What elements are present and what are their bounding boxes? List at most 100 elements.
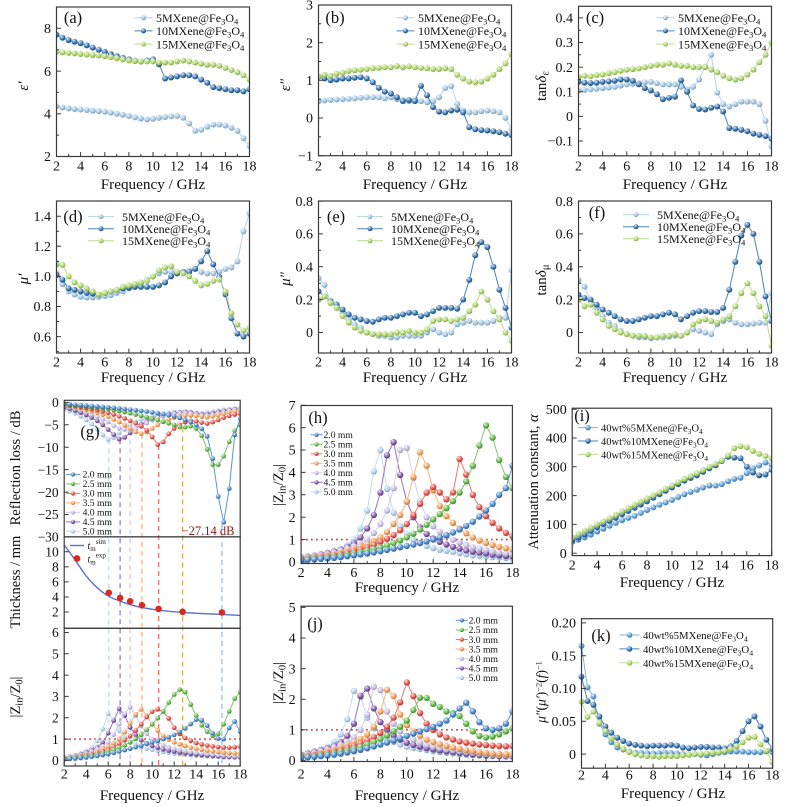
svg-text:2: 2 [298, 566, 305, 581]
svg-text:0.05: 0.05 [552, 715, 577, 730]
svg-text:0: 0 [52, 753, 59, 768]
svg-text:0: 0 [52, 395, 59, 410]
svg-text:(i): (i) [574, 406, 590, 425]
svg-text:|Zin​/Z0​|: |Zin​/Z0​| [8, 677, 26, 718]
svg-text:1: 1 [289, 533, 296, 548]
svg-text:8: 8 [125, 356, 132, 371]
svg-text:−20: −20 [38, 485, 59, 500]
svg-text:Frequency / GHz: Frequency / GHz [355, 579, 460, 596]
svg-text:16: 16 [480, 160, 494, 175]
svg-text:10MXene@Fe3​O4​: 10MXene@Fe3​O4​ [391, 222, 480, 238]
svg-text:4: 4 [77, 160, 84, 175]
svg-text:4.0 mm: 4.0 mm [469, 654, 499, 665]
svg-text:16: 16 [740, 559, 754, 574]
svg-text:12: 12 [426, 566, 440, 581]
svg-text:2: 2 [53, 160, 60, 175]
svg-text:12: 12 [167, 768, 181, 783]
svg-text:16: 16 [740, 356, 754, 371]
svg-text:2: 2 [578, 769, 585, 784]
svg-text:18: 18 [233, 768, 247, 783]
svg-text:14: 14 [456, 356, 470, 371]
svg-text:μ″(μ′)−2​(f)−1​: μ″(μ′)−2​(f)−1​ [534, 661, 549, 724]
svg-text:6: 6 [363, 356, 370, 371]
svg-text:3: 3 [289, 489, 296, 504]
svg-text:6: 6 [105, 768, 112, 783]
svg-text:40wt%5MXene@Fe3​O4​: 40wt%5MXene@Fe3​O4​ [601, 424, 703, 437]
svg-text:(h): (h) [308, 408, 327, 427]
svg-text:4: 4 [44, 108, 51, 123]
svg-text:Frequency / GHz: Frequency / GHz [355, 787, 460, 804]
svg-text:2: 2 [53, 356, 60, 371]
svg-text:0.6: 0.6 [556, 228, 574, 243]
svg-text:12: 12 [690, 559, 704, 574]
svg-text:8: 8 [377, 566, 384, 581]
svg-text:12: 12 [426, 768, 440, 783]
svg-text:6: 6 [623, 160, 630, 175]
svg-text:0.10: 0.10 [552, 682, 577, 697]
svg-text:2.5 mm: 2.5 mm [324, 440, 354, 451]
svg-text:10: 10 [400, 768, 414, 783]
svg-text:Reflection loss / dB: Reflection loss / dB [8, 411, 24, 526]
svg-text:4.0 mm: 4.0 mm [83, 508, 113, 519]
svg-text:14: 14 [715, 559, 729, 574]
svg-text:8: 8 [387, 160, 394, 175]
svg-text:4.0 mm: 4.0 mm [324, 468, 354, 479]
svg-text:14: 14 [456, 160, 470, 175]
svg-text:1: 1 [52, 732, 59, 747]
svg-text:2: 2 [298, 768, 305, 783]
svg-text:40wt%10MXene@Fe3​O4​: 40wt%10MXene@Fe3​O4​ [643, 644, 753, 658]
svg-text:16: 16 [742, 769, 756, 784]
svg-text:10: 10 [145, 768, 159, 783]
svg-text:5MXene@Fe3​O4​: 5MXene@Fe3​O4​ [391, 210, 474, 226]
svg-text:3: 3 [52, 689, 59, 704]
svg-text:3.5 mm: 3.5 mm [83, 498, 113, 509]
svg-text:Frequency / GHz: Frequency / GHz [363, 176, 468, 193]
svg-text:16: 16 [218, 160, 232, 175]
svg-text:6: 6 [44, 65, 51, 80]
svg-text:0: 0 [289, 754, 296, 769]
svg-text:10MXene@Fe3​O4​: 10MXene@Fe3​O4​ [418, 24, 507, 40]
svg-text:12: 12 [432, 160, 446, 175]
svg-text:4: 4 [602, 769, 609, 784]
svg-text:2.0 mm: 2.0 mm [324, 430, 354, 441]
svg-text:18: 18 [765, 356, 779, 371]
svg-text:8: 8 [650, 769, 657, 784]
svg-text:2.5 mm: 2.5 mm [469, 625, 499, 636]
svg-text:10: 10 [668, 356, 682, 371]
svg-text:8: 8 [127, 768, 134, 783]
svg-text:6: 6 [623, 356, 630, 371]
svg-text:2: 2 [315, 160, 322, 175]
svg-text:10: 10 [45, 545, 59, 560]
svg-text:3.0 mm: 3.0 mm [324, 449, 354, 460]
svg-text:14: 14 [194, 356, 208, 371]
svg-text:16: 16 [740, 160, 754, 175]
svg-text:|Zin​/Z0​|: |Zin​/Z0​| [271, 662, 289, 704]
svg-text:2: 2 [289, 693, 296, 708]
svg-text:6: 6 [101, 160, 108, 175]
svg-text:100: 100 [546, 518, 567, 533]
svg-text:0.2: 0.2 [556, 61, 574, 76]
svg-text:10: 10 [146, 356, 160, 371]
svg-text:10MXene@Fe3​O4​: 10MXene@Fe3​O4​ [657, 220, 746, 236]
svg-text:18: 18 [505, 356, 519, 371]
svg-text:16: 16 [211, 768, 225, 783]
svg-text:6: 6 [626, 769, 633, 784]
svg-text:5.0 mm: 5.0 mm [324, 487, 354, 498]
svg-text:14: 14 [194, 160, 208, 175]
svg-text:7: 7 [289, 399, 296, 414]
svg-text:12: 12 [170, 356, 184, 371]
svg-text:1.4: 1.4 [34, 210, 52, 225]
svg-text:6: 6 [619, 559, 626, 574]
svg-text:0.1: 0.1 [556, 86, 574, 101]
svg-text:|Zin​/Z0​|: |Zin​/Z0​| [271, 464, 289, 506]
svg-text:18: 18 [505, 160, 519, 175]
svg-text:6: 6 [101, 356, 108, 371]
svg-text:18: 18 [765, 160, 779, 175]
svg-text:8: 8 [647, 356, 654, 371]
svg-text:14: 14 [716, 356, 730, 371]
svg-text:0.20: 0.20 [552, 617, 577, 632]
svg-text:12: 12 [432, 356, 446, 371]
svg-text:−10: −10 [38, 440, 59, 455]
svg-text:Attenuation constant, α: Attenuation constant, α [526, 414, 542, 550]
svg-text:0.4: 0.4 [556, 12, 574, 27]
